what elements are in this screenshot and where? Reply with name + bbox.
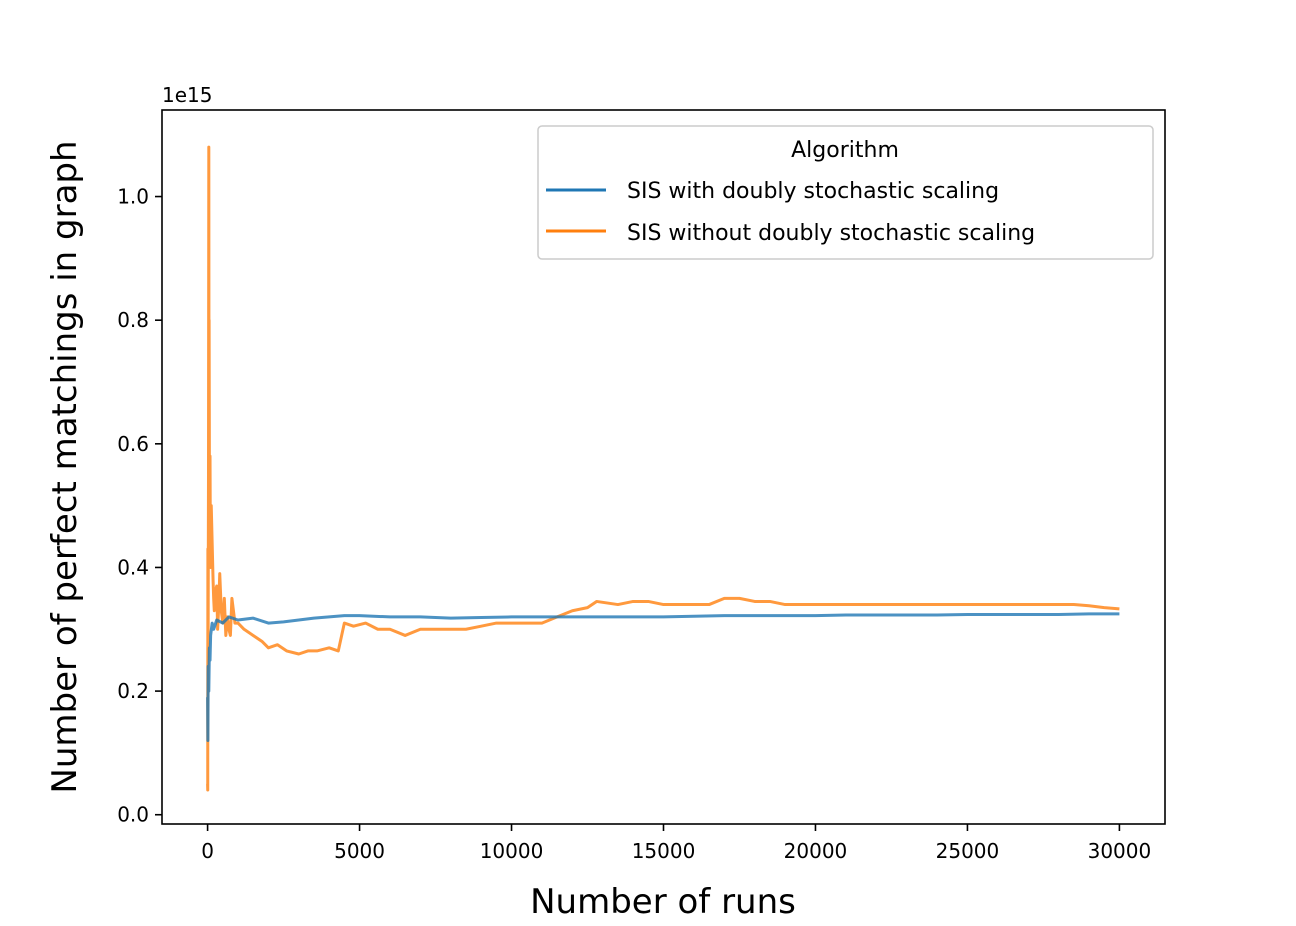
- x-tick-label: 5000: [334, 839, 385, 863]
- y-tick-label: 0.4: [117, 555, 149, 579]
- y-axis: 0.0 0.2 0.4 0.6 0.8 1.0: [117, 185, 162, 827]
- y-tick-label: 0.2: [117, 679, 149, 703]
- y-tick-label: 0.8: [117, 308, 149, 332]
- x-tick-label: 20000: [784, 839, 848, 863]
- x-tick-label: 30000: [1088, 839, 1152, 863]
- y-tick-label: 0.6: [117, 432, 149, 456]
- x-tick-label: 15000: [632, 839, 696, 863]
- y-tick-label: 1.0: [117, 185, 149, 209]
- legend-label-without-scaling: SIS without doubly stochastic scaling: [627, 221, 1035, 246]
- y-offset-label: 1e15: [162, 83, 212, 107]
- x-tick-label: 25000: [936, 839, 1000, 863]
- series-line-with-scaling: [206, 612, 1120, 743]
- series-layer: [206, 145, 1120, 792]
- x-axis-title: Number of runs: [530, 882, 796, 922]
- legend-title: Algorithm: [791, 138, 899, 163]
- legend-label-with-scaling: SIS with doubly stochastic scaling: [627, 179, 999, 204]
- x-axis: 0 5000 10000 15000 20000 25000 30000: [201, 824, 1151, 863]
- y-tick-label: 0.0: [117, 803, 149, 827]
- series-line-without-scaling: [206, 145, 1120, 792]
- legend-box: [537, 125, 1154, 260]
- x-tick-label: 0: [201, 839, 214, 863]
- legend: Algorithm SIS with doubly stochastic sca…: [537, 125, 1154, 260]
- y-axis-title: Number of perfect matchings in graph: [45, 140, 85, 793]
- x-tick-label: 10000: [480, 839, 544, 863]
